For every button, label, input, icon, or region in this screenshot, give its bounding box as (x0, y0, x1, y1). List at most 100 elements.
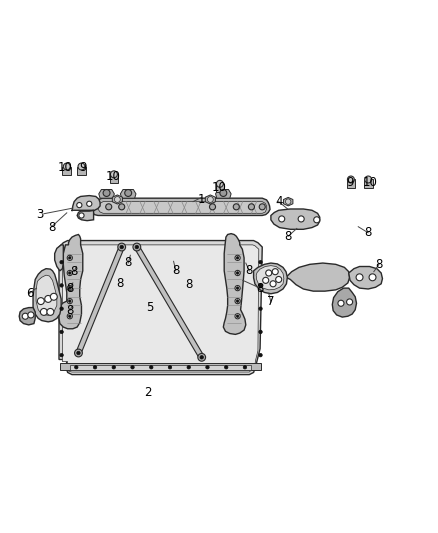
Circle shape (208, 197, 213, 203)
Text: 7: 7 (267, 295, 275, 309)
Circle shape (112, 366, 116, 369)
Text: 5: 5 (146, 301, 153, 314)
Circle shape (236, 272, 239, 274)
Circle shape (79, 213, 84, 218)
Circle shape (225, 366, 228, 369)
Circle shape (279, 216, 285, 222)
Circle shape (119, 204, 125, 210)
Circle shape (118, 243, 126, 251)
Circle shape (369, 274, 376, 281)
Circle shape (263, 277, 269, 284)
Text: 8: 8 (246, 264, 253, 277)
Circle shape (103, 190, 110, 197)
Circle shape (60, 353, 64, 357)
Text: 1: 1 (198, 193, 205, 206)
Bar (63, 166, 71, 175)
Circle shape (235, 313, 240, 319)
Circle shape (67, 286, 72, 290)
Circle shape (220, 190, 227, 197)
Polygon shape (99, 190, 114, 198)
Circle shape (235, 298, 240, 304)
Circle shape (60, 307, 64, 310)
Polygon shape (205, 195, 215, 204)
Polygon shape (120, 190, 136, 198)
Circle shape (28, 312, 34, 318)
Circle shape (60, 330, 64, 334)
Polygon shape (72, 196, 100, 221)
Text: 9: 9 (79, 160, 87, 174)
Text: 8: 8 (124, 256, 132, 269)
Circle shape (67, 298, 72, 304)
Text: 8: 8 (172, 264, 180, 277)
Polygon shape (36, 275, 57, 316)
Polygon shape (332, 288, 357, 317)
Circle shape (235, 270, 240, 276)
Text: 8: 8 (71, 265, 78, 278)
Polygon shape (349, 266, 382, 289)
Circle shape (259, 204, 265, 210)
Circle shape (149, 366, 153, 369)
Circle shape (235, 255, 240, 261)
Circle shape (93, 366, 97, 369)
Polygon shape (59, 240, 262, 375)
Polygon shape (256, 265, 284, 290)
Polygon shape (60, 363, 261, 370)
Circle shape (259, 284, 262, 287)
Circle shape (266, 270, 272, 276)
Circle shape (216, 180, 223, 187)
Circle shape (233, 204, 239, 210)
Text: 6: 6 (26, 287, 33, 300)
Circle shape (236, 315, 239, 318)
Text: 9: 9 (346, 176, 354, 189)
Polygon shape (134, 246, 204, 359)
Circle shape (135, 245, 138, 249)
Polygon shape (271, 209, 320, 229)
Text: 8: 8 (256, 281, 264, 295)
Circle shape (60, 284, 64, 287)
Circle shape (314, 217, 320, 223)
Circle shape (87, 201, 92, 206)
Text: 10: 10 (212, 181, 226, 195)
Circle shape (236, 300, 239, 302)
Circle shape (47, 309, 54, 316)
Circle shape (68, 315, 71, 318)
Polygon shape (286, 263, 350, 291)
Polygon shape (112, 195, 123, 204)
Text: 10: 10 (106, 170, 120, 183)
Text: 4: 4 (276, 195, 283, 208)
Circle shape (50, 293, 57, 300)
Circle shape (68, 300, 71, 302)
Circle shape (365, 176, 372, 183)
Circle shape (236, 287, 239, 289)
Polygon shape (63, 245, 259, 372)
Circle shape (74, 366, 78, 369)
Polygon shape (33, 269, 61, 322)
Circle shape (22, 313, 28, 319)
Text: 8: 8 (66, 281, 74, 295)
Circle shape (346, 299, 353, 305)
Polygon shape (98, 201, 267, 213)
Circle shape (125, 190, 132, 197)
Circle shape (120, 245, 124, 249)
Bar (110, 174, 118, 183)
Bar (215, 184, 224, 192)
Circle shape (67, 270, 72, 276)
Circle shape (235, 286, 240, 290)
Circle shape (114, 197, 120, 203)
Circle shape (77, 203, 82, 208)
Text: 8: 8 (185, 278, 192, 291)
Polygon shape (59, 235, 83, 329)
Text: 3: 3 (36, 208, 43, 221)
Circle shape (200, 356, 203, 359)
Text: 2: 2 (144, 386, 152, 399)
Circle shape (67, 313, 72, 319)
Circle shape (272, 269, 278, 274)
Bar (77, 166, 86, 175)
Text: 8: 8 (364, 227, 372, 239)
Bar (364, 180, 372, 188)
Circle shape (40, 309, 47, 316)
Circle shape (64, 163, 70, 170)
Circle shape (131, 366, 134, 369)
Circle shape (338, 300, 344, 306)
Circle shape (106, 204, 112, 210)
